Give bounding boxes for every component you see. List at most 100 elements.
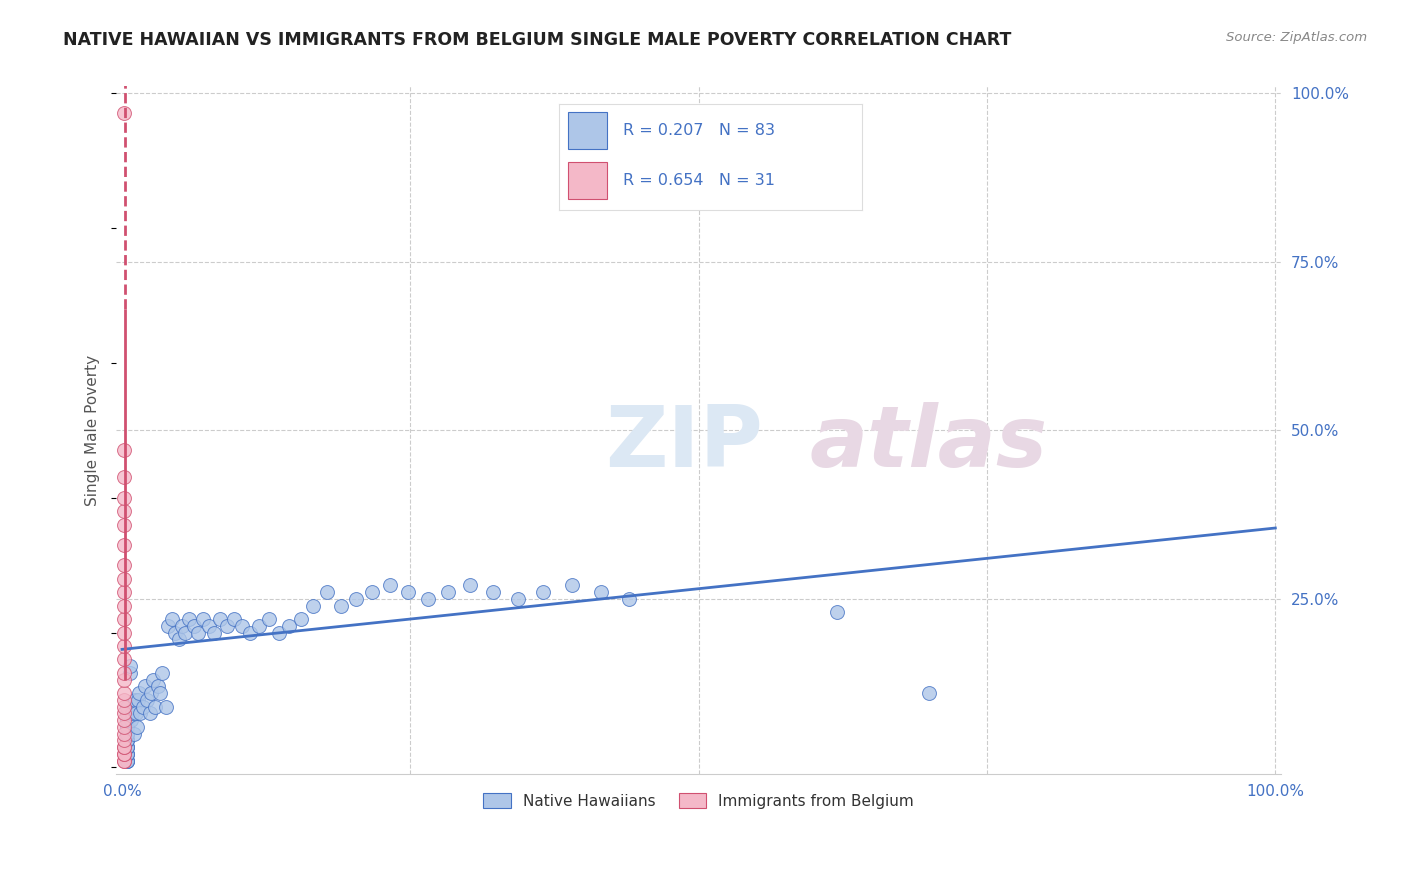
Point [139, 686, 162, 700]
Point [142, 673, 165, 687]
Point [152, 665, 174, 680]
Point [918, 686, 941, 700]
Point [112, 652, 135, 666]
Point [112, 740, 135, 755]
Point [416, 591, 439, 606]
Point [167, 632, 190, 647]
Point [128, 686, 150, 700]
Point [112, 612, 135, 626]
Point [112, 747, 135, 761]
Point [112, 585, 135, 599]
Point [344, 591, 367, 606]
Point [112, 686, 135, 700]
Point [197, 619, 219, 633]
Point [112, 599, 135, 613]
Point [134, 680, 156, 694]
Point [145, 699, 167, 714]
Point [165, 625, 187, 640]
Point [183, 619, 205, 633]
Point [215, 619, 238, 633]
Point [174, 625, 197, 640]
Text: atlas: atlas [810, 402, 1047, 485]
Point [112, 538, 135, 552]
Point [267, 625, 290, 640]
Point [231, 619, 253, 633]
Point [112, 665, 135, 680]
Point [127, 693, 149, 707]
Legend: Native Hawaiians, Immigrants from Belgium: Native Hawaiians, Immigrants from Belgiu… [477, 787, 920, 814]
Point [155, 699, 177, 714]
Point [112, 673, 135, 687]
Point [177, 612, 200, 626]
Point [120, 659, 142, 673]
Point [619, 591, 641, 606]
Point [361, 585, 384, 599]
Text: Source: ZipAtlas.com: Source: ZipAtlas.com [1226, 31, 1367, 45]
Point [115, 740, 138, 755]
Point [149, 686, 172, 700]
Point [115, 754, 138, 768]
Point [115, 733, 138, 747]
Point [129, 706, 152, 721]
Point [460, 578, 482, 592]
Point [561, 578, 583, 592]
Text: NATIVE HAWAIIAN VS IMMIGRANTS FROM BELGIUM SINGLE MALE POVERTY CORRELATION CHART: NATIVE HAWAIIAN VS IMMIGRANTS FROM BELGI… [63, 31, 1012, 49]
Point [202, 625, 225, 640]
Point [187, 625, 209, 640]
Point [482, 585, 505, 599]
Point [115, 726, 138, 740]
Point [191, 612, 214, 626]
Point [115, 713, 138, 727]
Point [122, 726, 145, 740]
Point [120, 713, 142, 727]
Point [138, 706, 160, 721]
Point [112, 754, 135, 768]
Point [115, 747, 138, 761]
Point [506, 591, 529, 606]
Point [222, 612, 245, 626]
Point [112, 747, 135, 761]
Point [112, 504, 135, 518]
Point [115, 733, 138, 747]
Point [112, 754, 135, 768]
Point [170, 619, 193, 633]
Point [115, 754, 138, 768]
Point [112, 733, 135, 747]
Text: ZIP: ZIP [606, 402, 763, 485]
Point [125, 720, 148, 734]
Point [124, 693, 146, 707]
Point [112, 106, 135, 120]
Point [132, 699, 155, 714]
Point [531, 585, 554, 599]
Point [136, 693, 159, 707]
Point [115, 754, 138, 768]
Point [125, 706, 148, 721]
Point [825, 605, 848, 619]
Point [112, 443, 135, 458]
Point [290, 612, 312, 626]
Point [316, 585, 339, 599]
Point [122, 699, 145, 714]
Point [330, 599, 353, 613]
Point [115, 740, 138, 755]
Point [112, 639, 135, 653]
Point [278, 619, 301, 633]
Point [239, 625, 262, 640]
Point [112, 625, 135, 640]
Point [115, 726, 138, 740]
Point [589, 585, 612, 599]
Point [115, 720, 138, 734]
Point [112, 470, 135, 484]
Point [112, 558, 135, 573]
Point [115, 754, 138, 768]
Point [115, 747, 138, 761]
Point [209, 612, 232, 626]
Point [112, 517, 135, 532]
Point [112, 572, 135, 586]
Point [112, 713, 135, 727]
Point [115, 733, 138, 747]
Point [120, 665, 142, 680]
Point [396, 585, 419, 599]
Point [146, 680, 169, 694]
Point [112, 699, 135, 714]
